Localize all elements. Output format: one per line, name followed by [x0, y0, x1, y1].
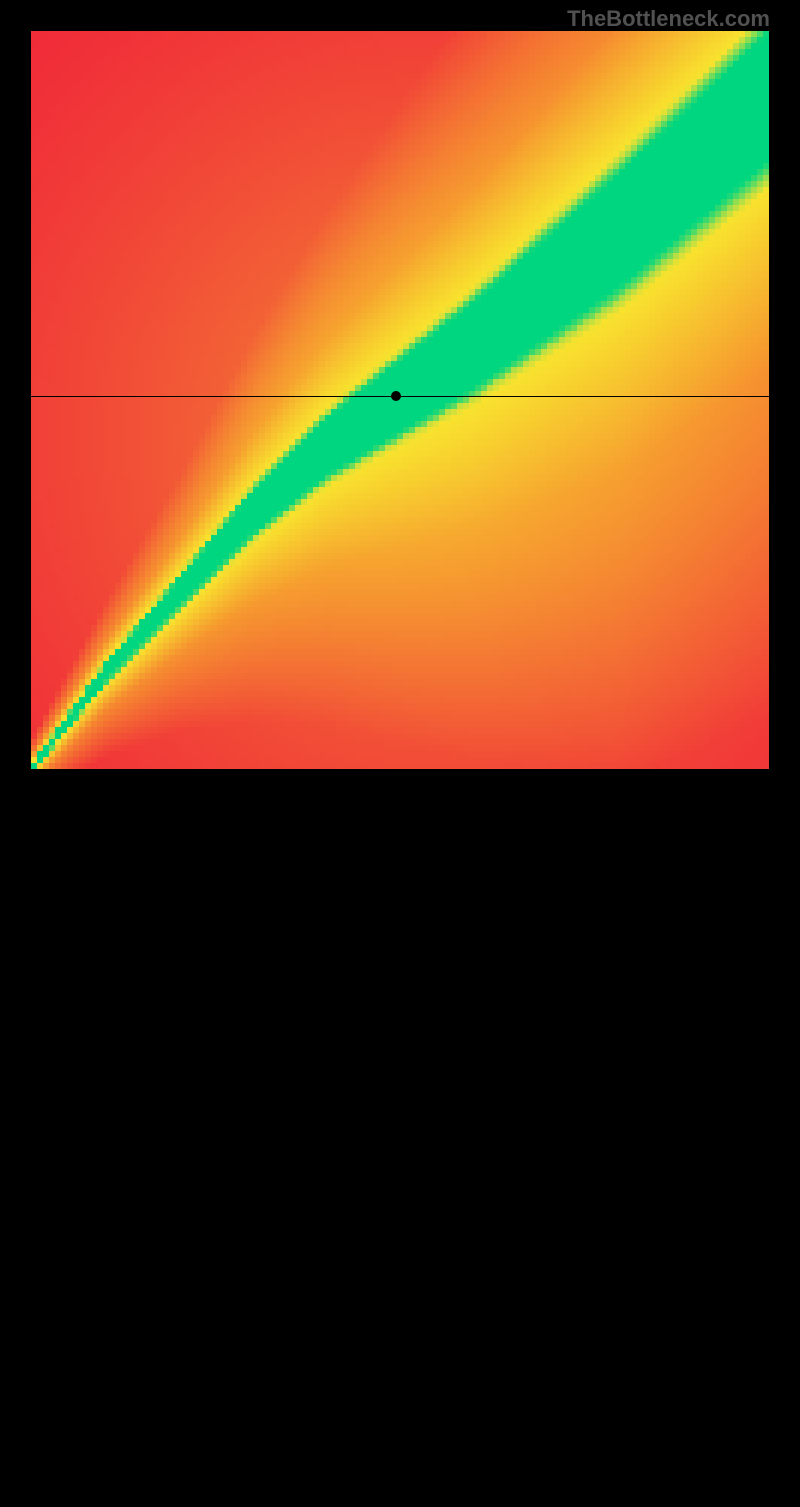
watermark: TheBottleneck.com	[567, 6, 770, 32]
crosshair-marker	[391, 391, 401, 401]
heatmap-canvas	[31, 31, 769, 769]
crosshair-vertical	[396, 769, 397, 1507]
heatmap-plot	[31, 31, 769, 769]
